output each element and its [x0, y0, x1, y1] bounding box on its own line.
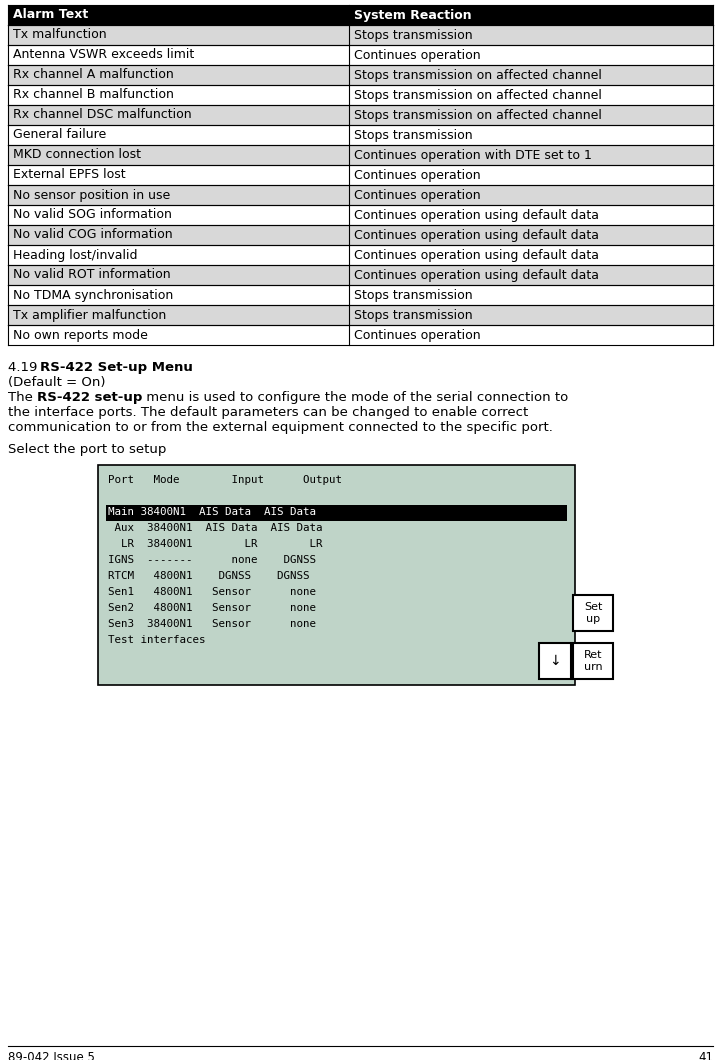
- Bar: [8, 186, 713, 205]
- Bar: [8, 305, 713, 325]
- Text: No TDMA synchronisation: No TDMA synchronisation: [13, 288, 173, 301]
- Text: General failure: General failure: [13, 128, 106, 141]
- Text: Sen1   4800N1   Sensor      none: Sen1 4800N1 Sensor none: [108, 587, 316, 597]
- Text: Set
up: Set up: [584, 602, 602, 623]
- Text: LR  38400N1        LR        LR: LR 38400N1 LR LR: [108, 538, 322, 549]
- Text: Test interfaces: Test interfaces: [108, 635, 205, 644]
- Text: Stops transmission: Stops transmission: [354, 29, 473, 41]
- Text: Continues operation: Continues operation: [354, 189, 481, 201]
- Bar: [98, 465, 575, 685]
- Bar: [8, 25, 713, 45]
- Text: No own reports mode: No own reports mode: [13, 329, 148, 341]
- Text: Stops transmission: Stops transmission: [354, 128, 473, 141]
- Text: Continues operation: Continues operation: [354, 169, 481, 181]
- Text: Continues operation using default data: Continues operation using default data: [354, 268, 599, 282]
- Bar: [573, 595, 613, 631]
- Bar: [106, 505, 567, 522]
- Text: Continues operation: Continues operation: [354, 49, 481, 61]
- Text: No sensor position in use: No sensor position in use: [13, 189, 170, 201]
- Bar: [8, 165, 713, 186]
- Text: Continues operation using default data: Continues operation using default data: [354, 248, 599, 262]
- Bar: [8, 125, 713, 145]
- Text: External EPFS lost: External EPFS lost: [13, 169, 125, 181]
- Bar: [8, 265, 713, 285]
- Text: Sen2   4800N1   Sensor      none: Sen2 4800N1 Sensor none: [108, 603, 316, 613]
- Text: RS-422 set-up: RS-422 set-up: [37, 391, 143, 404]
- Text: MKD connection lost: MKD connection lost: [13, 148, 141, 161]
- Text: Stops transmission: Stops transmission: [354, 288, 473, 301]
- Text: 89-042 Issue 5: 89-042 Issue 5: [8, 1052, 95, 1060]
- Bar: [8, 45, 713, 65]
- Text: No valid SOG information: No valid SOG information: [13, 209, 172, 222]
- Text: Rx channel A malfunction: Rx channel A malfunction: [13, 69, 174, 82]
- Text: IGNS  -------      none    DGNSS: IGNS ------- none DGNSS: [108, 555, 316, 565]
- Text: Ret
urn: Ret urn: [584, 650, 602, 672]
- Text: Tx amplifier malfunction: Tx amplifier malfunction: [13, 308, 167, 321]
- Text: Select the port to setup: Select the port to setup: [8, 443, 167, 456]
- Text: No valid COG information: No valid COG information: [13, 229, 172, 242]
- Text: Continues operation with DTE set to 1: Continues operation with DTE set to 1: [354, 148, 592, 161]
- Text: Stops transmission: Stops transmission: [354, 308, 473, 321]
- Text: Antenna VSWR exceeds limit: Antenna VSWR exceeds limit: [13, 49, 194, 61]
- Text: Continues operation using default data: Continues operation using default data: [354, 229, 599, 242]
- Text: No valid ROT information: No valid ROT information: [13, 268, 171, 282]
- Bar: [8, 5, 713, 25]
- Text: ↓: ↓: [549, 654, 561, 668]
- Bar: [539, 643, 571, 679]
- Text: menu is used to configure the mode of the serial connection to: menu is used to configure the mode of th…: [143, 391, 569, 404]
- Text: RS-422 Set-up Menu: RS-422 Set-up Menu: [40, 361, 193, 374]
- Text: (Default = On): (Default = On): [8, 376, 105, 389]
- Text: 41: 41: [698, 1052, 713, 1060]
- Text: Stops transmission on affected channel: Stops transmission on affected channel: [354, 108, 602, 122]
- Text: Stops transmission on affected channel: Stops transmission on affected channel: [354, 88, 602, 102]
- Text: Rx channel DSC malfunction: Rx channel DSC malfunction: [13, 108, 192, 122]
- Bar: [8, 225, 713, 245]
- Bar: [8, 285, 713, 305]
- Bar: [8, 325, 713, 345]
- Bar: [8, 205, 713, 225]
- Text: Rx channel B malfunction: Rx channel B malfunction: [13, 88, 174, 102]
- Text: Heading lost/invalid: Heading lost/invalid: [13, 248, 138, 262]
- Text: Sen3  38400N1   Sensor      none: Sen3 38400N1 Sensor none: [108, 619, 316, 629]
- Bar: [8, 245, 713, 265]
- Text: Main 38400N1  AIS Data  AIS Data: Main 38400N1 AIS Data AIS Data: [108, 507, 316, 517]
- Bar: [8, 105, 713, 125]
- Bar: [8, 65, 713, 85]
- Text: 4.19: 4.19: [8, 361, 54, 374]
- Bar: [8, 145, 713, 165]
- Text: Continues operation using default data: Continues operation using default data: [354, 209, 599, 222]
- Bar: [8, 85, 713, 105]
- Text: Alarm Text: Alarm Text: [13, 8, 88, 21]
- Text: Aux  38400N1  AIS Data  AIS Data: Aux 38400N1 AIS Data AIS Data: [108, 523, 322, 533]
- Text: RTCM   4800N1    DGNSS    DGNSS: RTCM 4800N1 DGNSS DGNSS: [108, 571, 309, 581]
- Bar: [573, 643, 613, 679]
- Text: Continues operation: Continues operation: [354, 329, 481, 341]
- Text: Stops transmission on affected channel: Stops transmission on affected channel: [354, 69, 602, 82]
- Text: Tx malfunction: Tx malfunction: [13, 29, 107, 41]
- Text: communication to or from the external equipment connected to the specific port.: communication to or from the external eq…: [8, 421, 553, 434]
- Text: Port   Mode        Input      Output: Port Mode Input Output: [108, 475, 342, 485]
- Text: the interface ports. The default parameters can be changed to enable correct: the interface ports. The default paramet…: [8, 406, 528, 419]
- Text: The: The: [8, 391, 37, 404]
- Text: System Reaction: System Reaction: [354, 8, 472, 21]
